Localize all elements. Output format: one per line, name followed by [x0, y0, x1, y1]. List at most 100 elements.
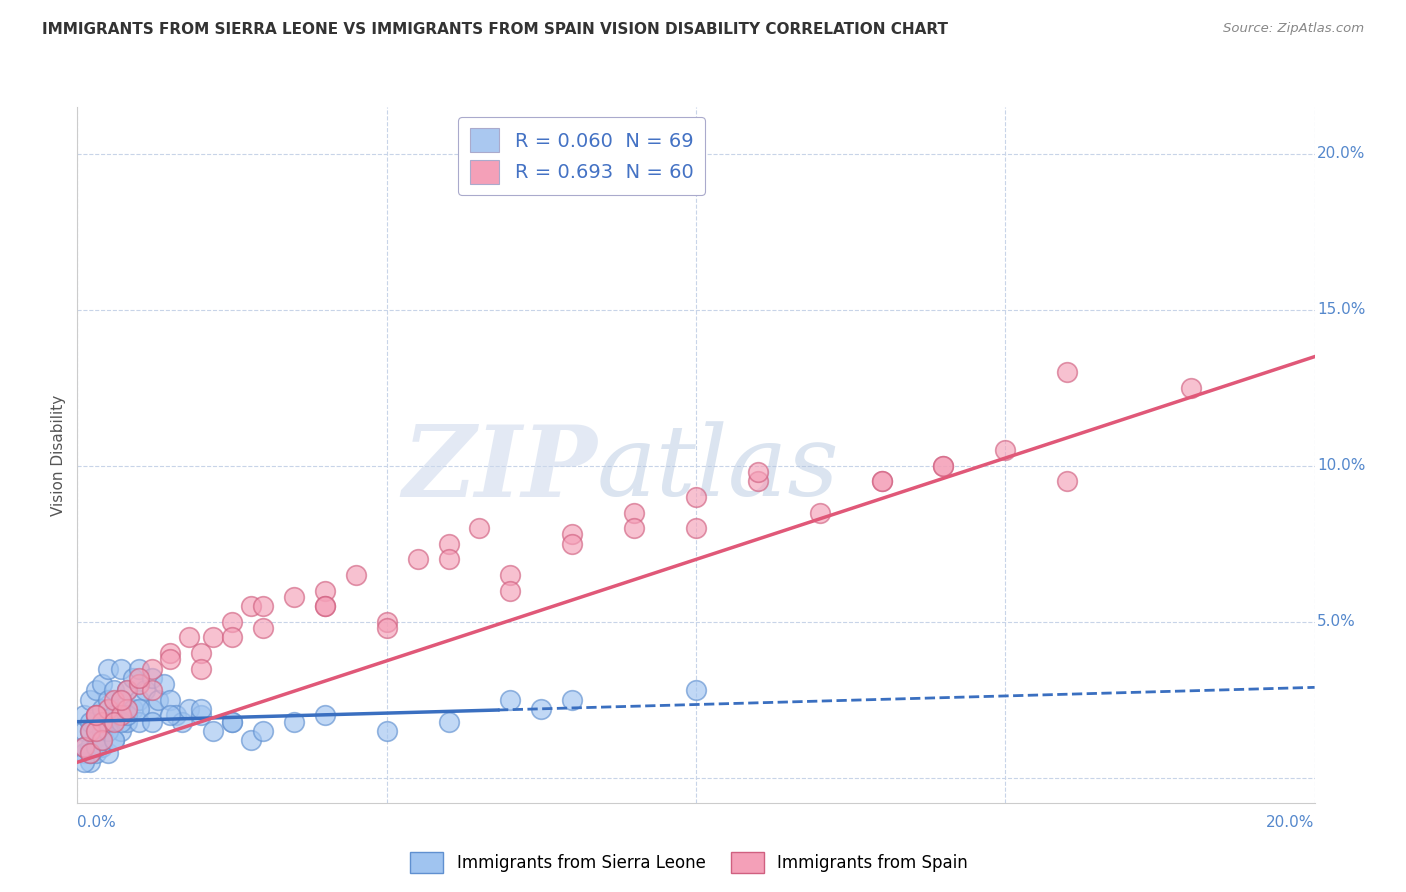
Point	[190, 662, 212, 676]
Point	[314, 599, 336, 614]
Point	[128, 693, 150, 707]
Point	[685, 683, 707, 698]
Point	[375, 621, 398, 635]
Point	[685, 521, 707, 535]
Point	[128, 714, 150, 729]
Point	[932, 458, 955, 473]
Point	[685, 490, 707, 504]
Point	[97, 714, 120, 729]
Point	[190, 708, 212, 723]
Point	[97, 702, 120, 716]
Text: 20.0%: 20.0%	[1267, 815, 1315, 830]
Point	[141, 702, 163, 716]
Point	[437, 537, 460, 551]
Point	[91, 733, 114, 747]
Point	[103, 693, 125, 707]
Point	[141, 662, 163, 676]
Point	[115, 683, 138, 698]
Point	[72, 739, 94, 754]
Point	[91, 733, 114, 747]
Text: Source: ZipAtlas.com: Source: ZipAtlas.com	[1223, 22, 1364, 36]
Point	[252, 724, 274, 739]
Point	[79, 746, 101, 760]
Point	[79, 714, 101, 729]
Text: atlas: atlas	[598, 421, 839, 516]
Point	[141, 671, 163, 685]
Point	[561, 693, 583, 707]
Point	[190, 646, 212, 660]
Point	[110, 693, 132, 707]
Point	[97, 693, 120, 707]
Point	[122, 702, 145, 716]
Point	[79, 756, 101, 770]
Point	[91, 702, 114, 716]
Point	[103, 733, 125, 747]
Point	[122, 671, 145, 685]
Point	[84, 708, 107, 723]
Point	[190, 702, 212, 716]
Point	[202, 631, 225, 645]
Point	[141, 714, 163, 729]
Point	[84, 733, 107, 747]
Point	[499, 568, 522, 582]
Point	[808, 506, 831, 520]
Point	[84, 746, 107, 760]
Point	[91, 724, 114, 739]
Point	[103, 708, 125, 723]
Point	[141, 683, 163, 698]
Point	[128, 662, 150, 676]
Point	[252, 599, 274, 614]
Point	[283, 590, 305, 604]
Point	[499, 693, 522, 707]
Point	[314, 708, 336, 723]
Point	[72, 739, 94, 754]
Point	[468, 521, 491, 535]
Point	[375, 724, 398, 739]
Point	[1180, 381, 1202, 395]
Legend: Immigrants from Sierra Leone, Immigrants from Spain: Immigrants from Sierra Leone, Immigrants…	[404, 846, 974, 880]
Point	[932, 458, 955, 473]
Point	[221, 631, 243, 645]
Point	[72, 708, 94, 723]
Point	[84, 708, 107, 723]
Point	[221, 714, 243, 729]
Point	[91, 714, 114, 729]
Point	[870, 475, 893, 489]
Point	[561, 537, 583, 551]
Point	[128, 671, 150, 685]
Point	[110, 724, 132, 739]
Point	[128, 702, 150, 716]
Point	[97, 746, 120, 760]
Point	[344, 568, 367, 582]
Text: 5.0%: 5.0%	[1317, 615, 1355, 630]
Point	[437, 552, 460, 566]
Point	[146, 693, 169, 707]
Point	[115, 702, 138, 716]
Point	[72, 724, 94, 739]
Point	[72, 756, 94, 770]
Point	[159, 652, 181, 666]
Point	[84, 683, 107, 698]
Point	[159, 708, 181, 723]
Point	[110, 708, 132, 723]
Point	[172, 714, 194, 729]
Point	[79, 724, 101, 739]
Text: 20.0%: 20.0%	[1317, 146, 1365, 161]
Point	[870, 475, 893, 489]
Point	[1056, 365, 1078, 379]
Legend: R = 0.060  N = 69, R = 0.693  N = 60: R = 0.060 N = 69, R = 0.693 N = 60	[458, 117, 704, 195]
Point	[79, 746, 101, 760]
Y-axis label: Vision Disability: Vision Disability	[51, 394, 66, 516]
Point	[283, 714, 305, 729]
Point	[623, 521, 645, 535]
Point	[406, 552, 429, 566]
Point	[115, 708, 138, 723]
Point	[314, 583, 336, 598]
Point	[239, 599, 262, 614]
Point	[375, 615, 398, 629]
Point	[221, 714, 243, 729]
Text: 0.0%: 0.0%	[77, 815, 117, 830]
Point	[252, 621, 274, 635]
Point	[165, 708, 187, 723]
Point	[314, 599, 336, 614]
